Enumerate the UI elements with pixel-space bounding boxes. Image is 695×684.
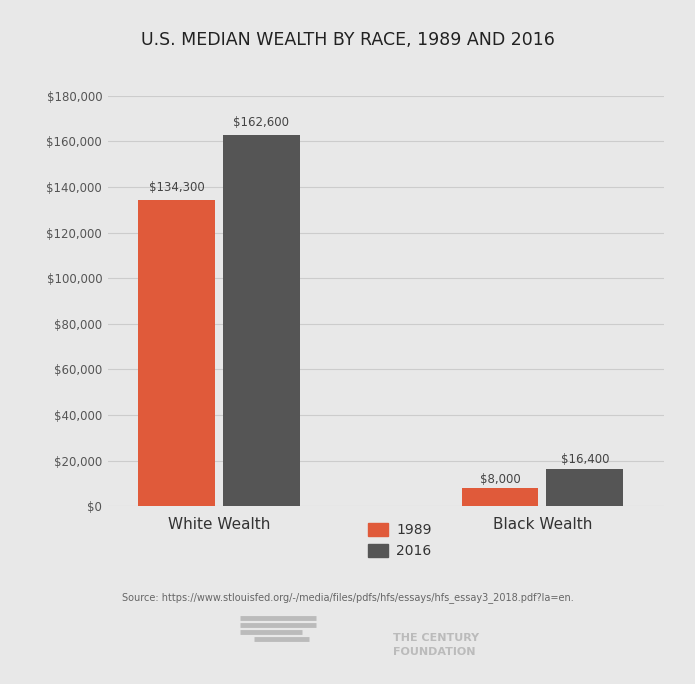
Text: $16,400: $16,400	[561, 453, 609, 466]
Bar	[138, 200, 215, 506]
Text: THE CENTURY
FOUNDATION: THE CENTURY FOUNDATION	[393, 633, 479, 657]
Bar	[461, 488, 539, 506]
Bar	[223, 135, 300, 506]
Text: U.S. MEDIAN WEALTH BY RACE, 1989 AND 2016: U.S. MEDIAN WEALTH BY RACE, 1989 AND 201…	[140, 31, 555, 49]
Text: $8,000: $8,000	[480, 473, 521, 486]
Legend: 1989, 2016: 1989, 2016	[368, 523, 432, 558]
Text: $162,600: $162,600	[234, 116, 289, 129]
Bar	[546, 469, 623, 506]
Text: $134,300: $134,300	[149, 181, 204, 194]
Text: Source: https://www.stlouisfed.org/-/media/files/pdfs/hfs/essays/hfs_essay3_2018: Source: https://www.stlouisfed.org/-/med…	[122, 592, 573, 603]
